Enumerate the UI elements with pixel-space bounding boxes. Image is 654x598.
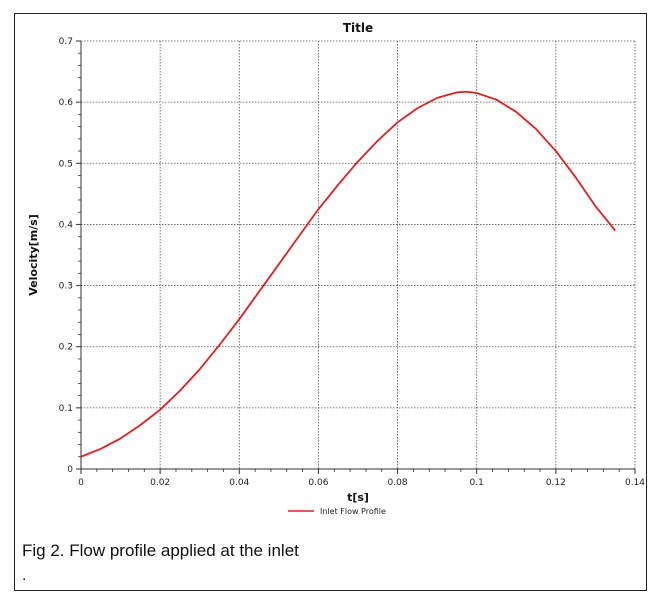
- trailing-text: .: [22, 567, 27, 584]
- chart-title: Title: [343, 21, 373, 35]
- figure-frame: 0 0.02 0.04 0.06 0.08 0.1 0.12 0.14 0 0.1 0.2 0.3 0.…: [14, 13, 647, 591]
- ticks: 0 0.02 0.04 0.06 0.08 0.1 0.12 0.14 0 0.1 0.2 0.3 0.…: [59, 37, 646, 488]
- x-tick-label: 0.14: [625, 478, 645, 488]
- y-tick-label: 0: [67, 465, 73, 475]
- x-tick-label: 0.12: [546, 478, 566, 488]
- y-tick-label: 0.4: [59, 220, 74, 230]
- line-chart: 0 0.02 0.04 0.06 0.08 0.1 0.12 0.14 0 0.1 0.2 0.3 0.…: [27, 21, 646, 516]
- x-tick-label: 0: [78, 478, 84, 488]
- y-tick-label: 0.5: [59, 159, 73, 169]
- axes: [80, 41, 635, 470]
- y-tick-label: 0.2: [59, 343, 73, 353]
- legend: Inlet Flow Profile: [288, 507, 386, 516]
- y-tick-label: 0.6: [59, 98, 74, 108]
- x-tick-label: 0.02: [150, 478, 170, 488]
- legend-label-inlet-flow-profile: Inlet Flow Profile: [320, 507, 386, 516]
- x-tick-label: 0.1: [470, 478, 484, 488]
- x-tick-label: 0.06: [308, 478, 328, 488]
- x-tick-label: 0.08: [388, 478, 408, 488]
- y-tick-label: 0.1: [59, 404, 73, 414]
- x-axis-label: t[s]: [347, 491, 369, 504]
- y-axis-label: Velocity[m/s]: [27, 214, 40, 296]
- series: [80, 90, 616, 458]
- y-tick-label: 0.7: [59, 37, 73, 47]
- y-tick-label: 0.3: [59, 282, 73, 292]
- figure-caption: Fig 2. Flow profile applied at the inlet: [22, 541, 299, 560]
- grid: [81, 40, 636, 469]
- series-line-inlet-flow-profile: [80, 90, 616, 458]
- x-tick-label: 0.04: [229, 478, 249, 488]
